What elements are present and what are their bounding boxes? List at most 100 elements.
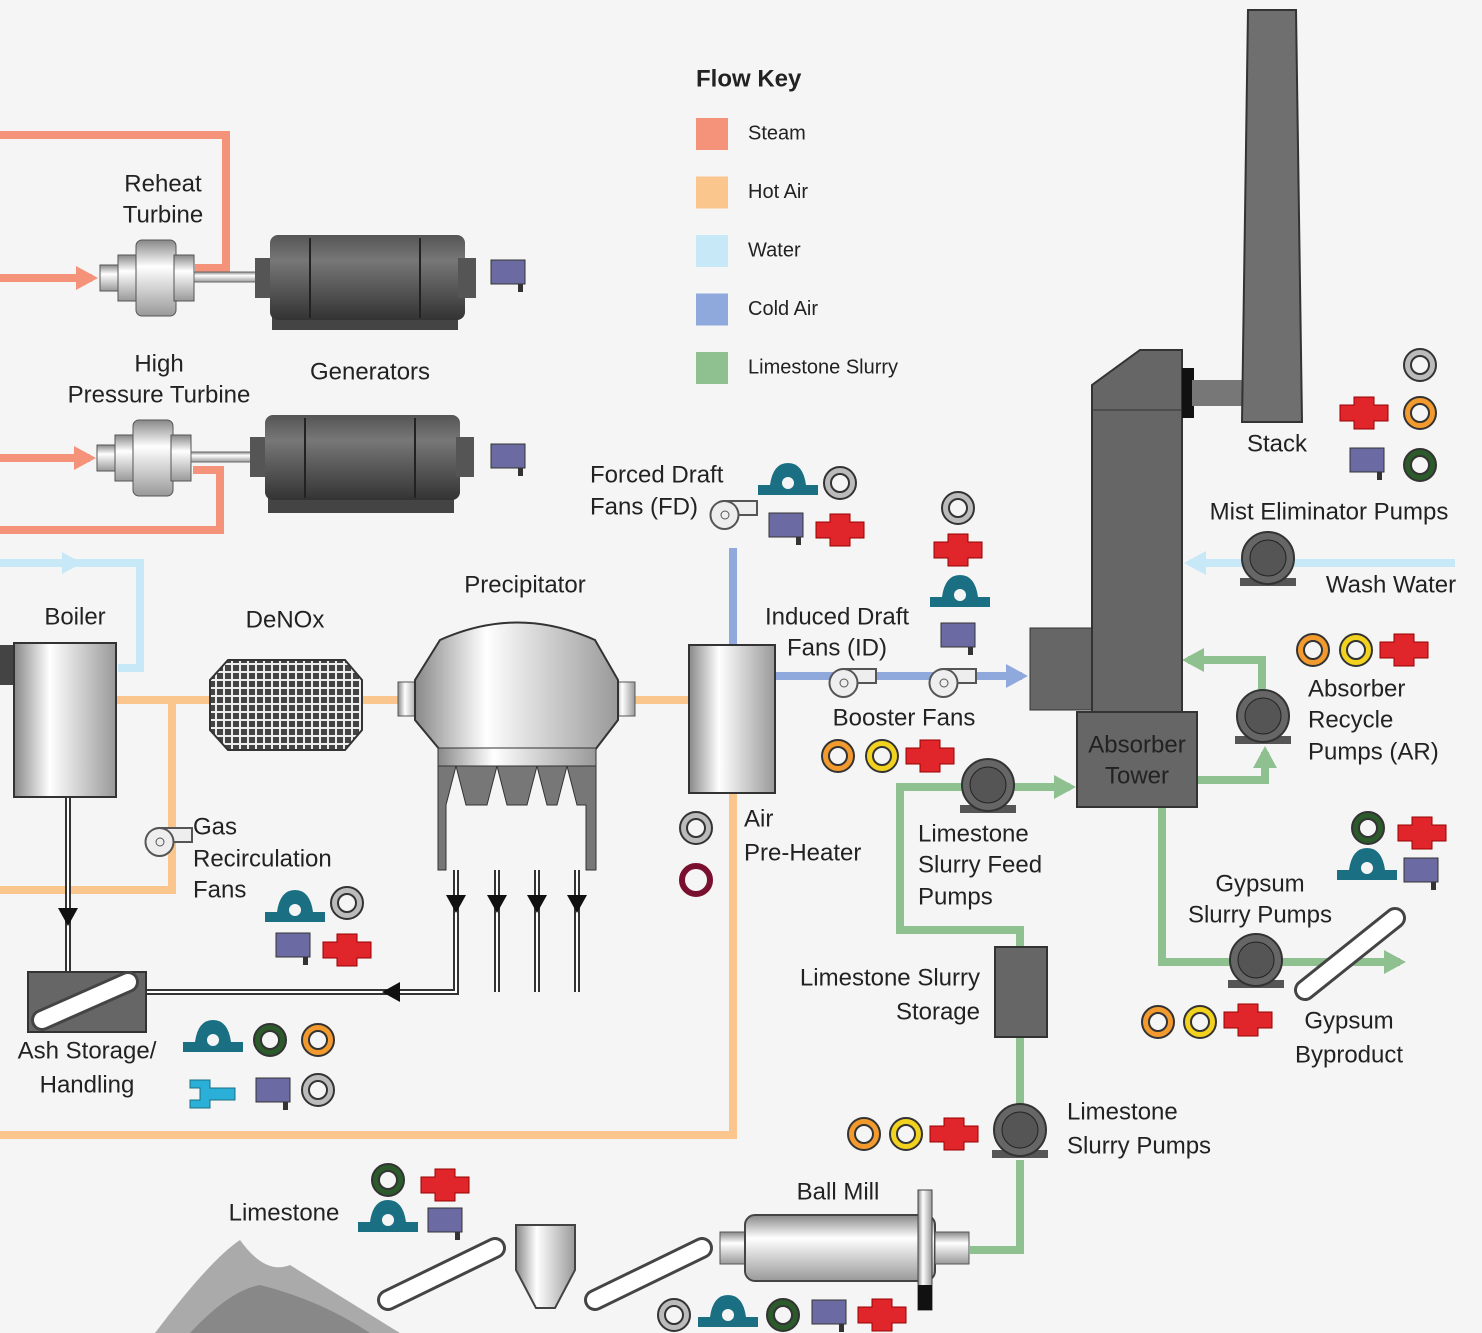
- motor: [491, 444, 525, 468]
- label: Boiler: [44, 603, 105, 630]
- fan: [146, 828, 192, 856]
- diagram: Flow Key Reheat Turbine Generators High …: [0, 0, 1482, 1333]
- label: Fans (FD): [590, 493, 698, 520]
- seal: [682, 866, 710, 894]
- label: Reheat: [124, 170, 202, 197]
- label: Pumps: [918, 883, 993, 910]
- bearing-inner: [1411, 356, 1429, 374]
- bearing-inner: [1411, 456, 1429, 474]
- conveyor-belt: [595, 1248, 702, 1300]
- flow-arrow: [1184, 551, 1206, 575]
- legend-label: Cold Air: [748, 298, 818, 320]
- valve: [816, 514, 864, 546]
- valve: [1380, 634, 1428, 666]
- fan: [830, 669, 877, 697]
- valve: [1340, 397, 1388, 429]
- bearing-inner: [665, 1306, 683, 1324]
- bearing-inner: [949, 499, 967, 517]
- ball-mill: [720, 1190, 969, 1310]
- motor-foot: [518, 284, 523, 292]
- bearing-inner: [855, 1125, 873, 1143]
- label: Ball Mill: [797, 1178, 880, 1205]
- motor-foot: [283, 1102, 288, 1110]
- boiler: [14, 643, 116, 797]
- bearing-inner: [309, 1031, 327, 1049]
- label: Handling: [40, 1071, 135, 1098]
- label: Gas: [193, 813, 237, 840]
- motor: [812, 1300, 846, 1324]
- motor-foot: [796, 537, 801, 545]
- label: Limestone: [918, 820, 1029, 847]
- label: Induced Draft: [765, 603, 909, 630]
- valve: [323, 934, 371, 966]
- label: Stack: [1247, 430, 1308, 457]
- bearing-inner: [1359, 819, 1377, 837]
- conveyor-belt: [388, 1248, 495, 1300]
- label: Byproduct: [1295, 1041, 1403, 1068]
- label: Tower: [1105, 762, 1169, 789]
- bearing-inner: [1411, 404, 1429, 422]
- component-icons: [42, 260, 1446, 1332]
- bearing-inner: [1347, 641, 1365, 659]
- pillow-block: [930, 575, 990, 607]
- valve: [906, 740, 954, 772]
- label: DeNOx: [246, 606, 325, 633]
- label: High: [134, 350, 183, 377]
- air-preheater: [689, 645, 775, 793]
- motor: [769, 513, 803, 537]
- hp-turbine: [97, 420, 261, 496]
- label: Recycle: [1308, 706, 1393, 733]
- reheat-turbine: [100, 240, 264, 316]
- legend-swatch: [696, 118, 728, 150]
- label: Pre-Heater: [744, 839, 861, 866]
- pillow-block: [358, 1200, 418, 1232]
- flow-arrow: [1006, 664, 1028, 688]
- bearing-inner: [829, 747, 847, 765]
- bearing-inner: [309, 1081, 327, 1099]
- flow-arrow: [62, 552, 82, 574]
- legend-swatch: [696, 177, 728, 209]
- valve: [1398, 817, 1446, 849]
- label: Fans (ID): [787, 634, 887, 661]
- legend-label: Steam: [748, 122, 806, 144]
- label: Booster Fans: [833, 704, 976, 731]
- label: Limestone: [229, 1199, 340, 1226]
- label: Turbine: [123, 201, 203, 228]
- fan: [711, 501, 758, 529]
- label: Slurry Pumps: [1188, 901, 1332, 928]
- coupling: [190, 1080, 235, 1108]
- label: Air: [744, 805, 773, 832]
- bearing-inner: [897, 1125, 915, 1143]
- flow-arrow: [74, 446, 96, 470]
- label: Forced Draft: [590, 461, 724, 488]
- label: Precipitator: [464, 571, 585, 598]
- valve: [934, 534, 982, 566]
- legend-swatch: [696, 235, 728, 267]
- bearing-inner: [1191, 1013, 1209, 1031]
- bearing-inner: [687, 819, 705, 837]
- stack: [1242, 10, 1302, 422]
- legend-label: Hot Air: [748, 181, 808, 203]
- bearing-inner: [338, 894, 356, 912]
- legend-label: Water: [748, 239, 801, 261]
- bearing-inner: [774, 1306, 792, 1324]
- valve: [858, 1299, 906, 1331]
- flow-arrow: [1182, 648, 1204, 672]
- bearing-inner: [379, 1171, 397, 1189]
- label: Ash Storage/: [18, 1037, 157, 1064]
- label: Generators: [310, 358, 430, 385]
- generator-1: [255, 235, 476, 330]
- label: Pumps (AR): [1308, 738, 1439, 765]
- bearing-inner: [1149, 1013, 1167, 1031]
- pillow-block: [265, 890, 325, 922]
- process-lines: [68, 797, 577, 992]
- bearing-inner: [831, 474, 849, 492]
- label: Pressure Turbine: [68, 381, 251, 408]
- motor: [276, 933, 310, 957]
- label: Slurry Pumps: [1067, 1132, 1211, 1159]
- flow-arrow: [1054, 775, 1076, 799]
- pump-inner: [970, 767, 1006, 803]
- bearing-inner: [261, 1031, 279, 1049]
- pump-inner: [1002, 1112, 1038, 1148]
- motor-foot: [1431, 882, 1436, 890]
